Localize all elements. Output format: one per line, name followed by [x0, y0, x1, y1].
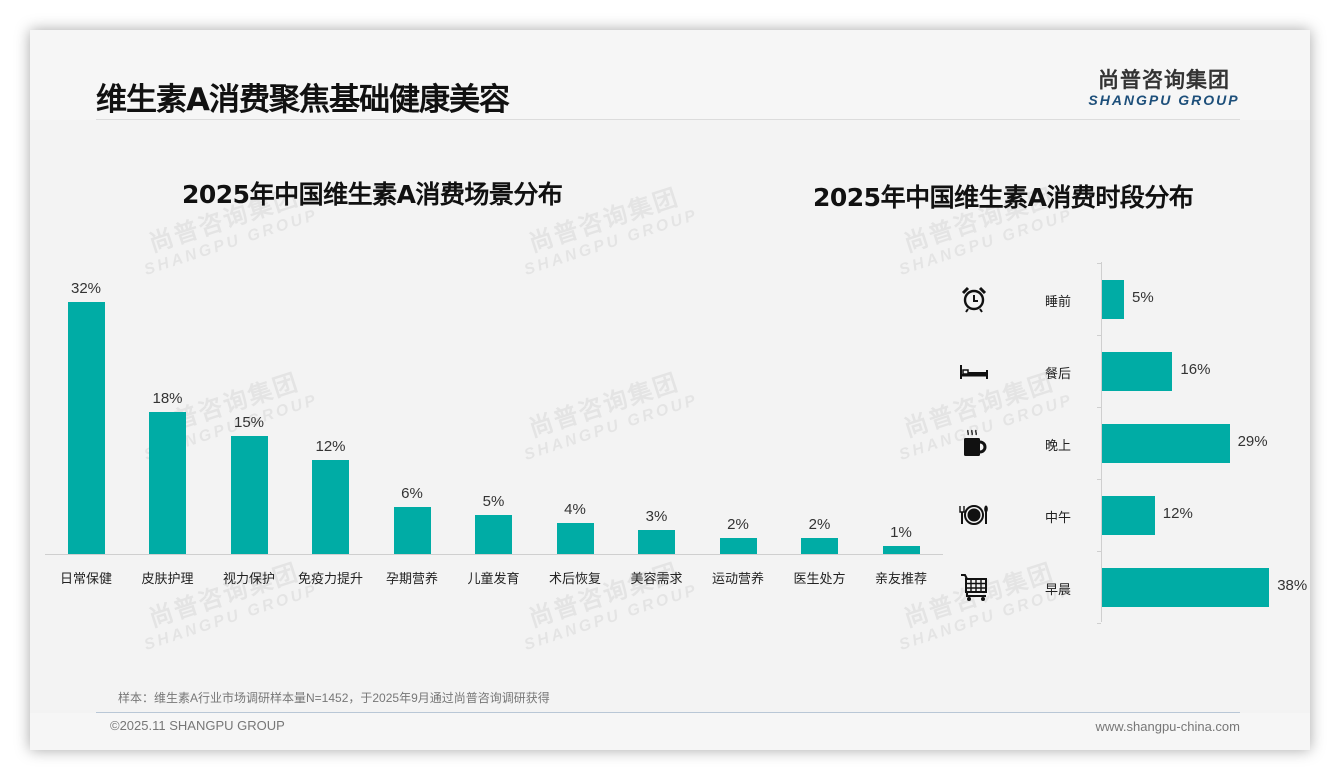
bar: [882, 546, 920, 554]
company-logo: 尚普咨询集团 SHANGPU GROUP: [1086, 64, 1242, 108]
bar-value-label: 3%: [645, 508, 668, 526]
category-label: 亲友推荐: [874, 571, 927, 586]
category-label: 医生处方: [793, 571, 846, 586]
category-label: 晚上: [1045, 438, 1072, 453]
period-bar-chart: 5% 睡前 16% 餐后 29% 晚上 12% 中午 38% 早晨: [945, 262, 1308, 632]
bar-value-label: 12%: [1162, 505, 1193, 522]
period-chart-title: 2025年中国维生素A消费时段分布: [813, 183, 1194, 212]
category-label: 餐后: [1045, 366, 1072, 381]
bar: [638, 530, 675, 554]
axis-tick: [1097, 407, 1101, 408]
bar-value-label: 5%: [482, 492, 505, 510]
category-label: 中午: [1045, 510, 1072, 525]
axis-tick: [1097, 551, 1101, 552]
bar: [719, 538, 757, 554]
bar: [475, 514, 512, 554]
bar: [1102, 423, 1230, 463]
footer-band: [30, 713, 1310, 750]
logo-en-text: SHANGPU GROUP: [1088, 92, 1240, 108]
bar: [230, 435, 268, 554]
alarm-clock-icon: [959, 284, 989, 314]
bar: [149, 412, 186, 554]
bar: [393, 506, 431, 554]
y-axis-line: [1101, 262, 1102, 622]
logo-cn-text: 尚普咨询集团: [1098, 68, 1230, 92]
scene-chart-title: 2025年中国维生素A消费场景分布: [182, 180, 563, 209]
bar-value-label: 16%: [1180, 361, 1211, 378]
category-label: 免疫力提升: [297, 571, 363, 586]
bed-icon: [959, 356, 989, 386]
coffee-mug-icon: [959, 428, 989, 458]
bar-value-label: 2%: [727, 516, 749, 534]
bar-value-label: 2%: [808, 516, 831, 534]
category-label: 美容需求: [630, 571, 683, 586]
axis-tick: [1097, 479, 1101, 480]
category-label: 儿童发育: [467, 571, 520, 586]
bar-value-label: 4%: [564, 500, 586, 518]
bar: [67, 302, 105, 554]
bar-value-label: 15%: [233, 413, 265, 431]
bar: [556, 522, 594, 554]
category-label: 术后恢复: [548, 571, 601, 586]
category-label: 孕期营养: [385, 571, 438, 586]
bar: [1102, 351, 1173, 391]
bar-value-label: 12%: [315, 437, 346, 455]
footer-divider: [96, 712, 1240, 713]
slide: 维生素A消费聚焦基础健康美容 尚普咨询集团 SHANGPU GROUP 尚普咨询…: [30, 30, 1310, 750]
category-label: 早晨: [1045, 582, 1072, 597]
bar-value-label: 1%: [890, 524, 912, 542]
bar: [1102, 567, 1270, 607]
axis-tick: [1097, 263, 1101, 264]
bar-value-label: 18%: [152, 390, 183, 408]
shopping-cart-icon: [959, 572, 989, 602]
category-label: 运动营养: [711, 571, 764, 586]
bar-value-label: 32%: [70, 280, 102, 297]
bar-value-label: 6%: [401, 484, 423, 502]
title-divider: [96, 119, 1240, 120]
axis-tick: [1097, 335, 1101, 336]
bar: [312, 459, 349, 554]
category-label: 日常保健: [59, 571, 112, 586]
bar: [801, 538, 838, 554]
category-label: 皮肤护理: [141, 571, 194, 586]
header-band: [30, 30, 1310, 120]
plate-cutlery-icon: [959, 500, 989, 530]
copyright: ©2025.11 SHANGPU GROUP: [110, 718, 285, 733]
scene-bar-chart: 32% 日常保健 18% 皮肤护理 15% 视力保护 12% 免疫力提升 6% 孕期营养 5% 儿童发…: [45, 270, 943, 590]
bar: [1102, 495, 1155, 535]
sample-note: 样本：维生素A行业市场调研样本量N=1452，于2025年9月通过尚普咨询调研获…: [118, 691, 550, 705]
bar: [1102, 279, 1124, 319]
website-link[interactable]: www.shangpu-china.com: [1095, 719, 1240, 734]
axis-tick: [1097, 623, 1101, 624]
category-label: 视力保护: [222, 571, 275, 586]
bar-value-label: 38%: [1277, 577, 1308, 594]
x-axis-line: [45, 554, 943, 555]
category-label: 睡前: [1045, 294, 1072, 309]
bar-value-label: 29%: [1237, 433, 1268, 450]
page-title: 维生素A消费聚焦基础健康美容: [96, 82, 510, 118]
bar-value-label: 5%: [1132, 289, 1154, 306]
